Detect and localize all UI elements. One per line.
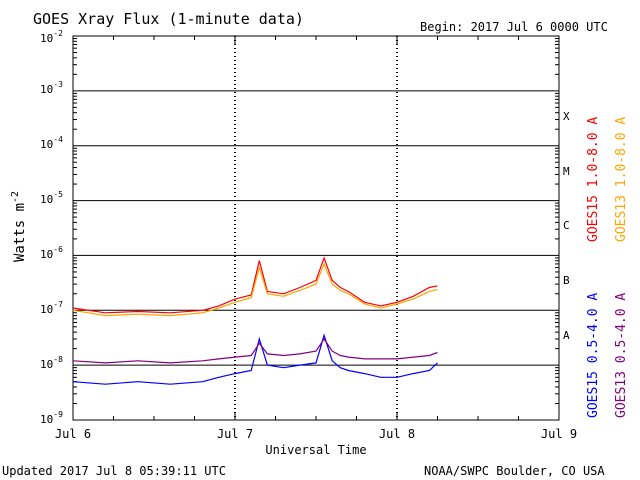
series-line-3 <box>72 337 438 364</box>
series-line-1 <box>72 262 438 317</box>
flare-class-x: X <box>563 110 570 123</box>
legend-goes15-long: GOES15 1.0-8.0 A <box>586 117 601 242</box>
y-tick-label: 10-2 <box>40 29 63 45</box>
x-tick-label: Jul 8 <box>379 427 415 441</box>
grid-lines <box>73 90 559 366</box>
y-tick-label: 10-4 <box>40 135 63 151</box>
updated-time: Updated 2017 Jul 8 05:39:11 UTC <box>2 464 226 478</box>
y-tick-label: 10-3 <box>40 80 63 96</box>
flare-class-m: M <box>563 165 570 178</box>
day-separators <box>234 36 398 420</box>
y-tick-label: 10-8 <box>40 355 63 371</box>
y-tick-labels: 10-9 10-8 10-7 10-6 10-5 10-4 10-3 10-2 <box>40 29 63 426</box>
x-tick-label: Jul 7 <box>217 427 253 441</box>
flare-class-b: B <box>563 274 570 287</box>
legend-goes13-long: GOES13 1.0-8.0 A <box>614 117 629 242</box>
begin-time: Begin: 2017 Jul 6 0000 UTC <box>420 20 608 34</box>
y-tick-label: 10-6 <box>40 245 63 261</box>
x-tick-labels: Jul 6 Jul 7 Jul 8 Jul 9 <box>55 427 577 441</box>
flare-class-c: C <box>563 219 570 232</box>
y-tick-label: 10-5 <box>40 190 63 206</box>
legend-goes13-short: GOES13 0.5-4.0 A <box>614 293 629 418</box>
y-tick-label: 10-9 <box>40 410 63 426</box>
x-tick-label: Jul 9 <box>541 427 577 441</box>
y-axis-label: Watts m-2 <box>10 191 28 262</box>
x-tick-label: Jul 6 <box>55 427 91 441</box>
credit: NOAA/SWPC Boulder, CO USA <box>424 464 605 478</box>
series-line-0 <box>72 256 438 314</box>
series-line-2 <box>72 333 438 385</box>
x-axis-label: Universal Time <box>265 443 366 457</box>
legend: GOES15 1.0-8.0 A GOES13 1.0-8.0 A GOES15… <box>586 117 629 418</box>
chart-title: GOES Xray Flux (1-minute data) <box>33 10 304 28</box>
y-tick-label: 10-7 <box>40 300 63 316</box>
flare-class-labels: X M C B A <box>563 110 570 342</box>
series-lines <box>72 256 438 385</box>
flare-class-a: A <box>563 329 570 342</box>
minor-ticks <box>73 36 559 420</box>
legend-goes15-short: GOES15 0.5-4.0 A <box>586 293 601 418</box>
